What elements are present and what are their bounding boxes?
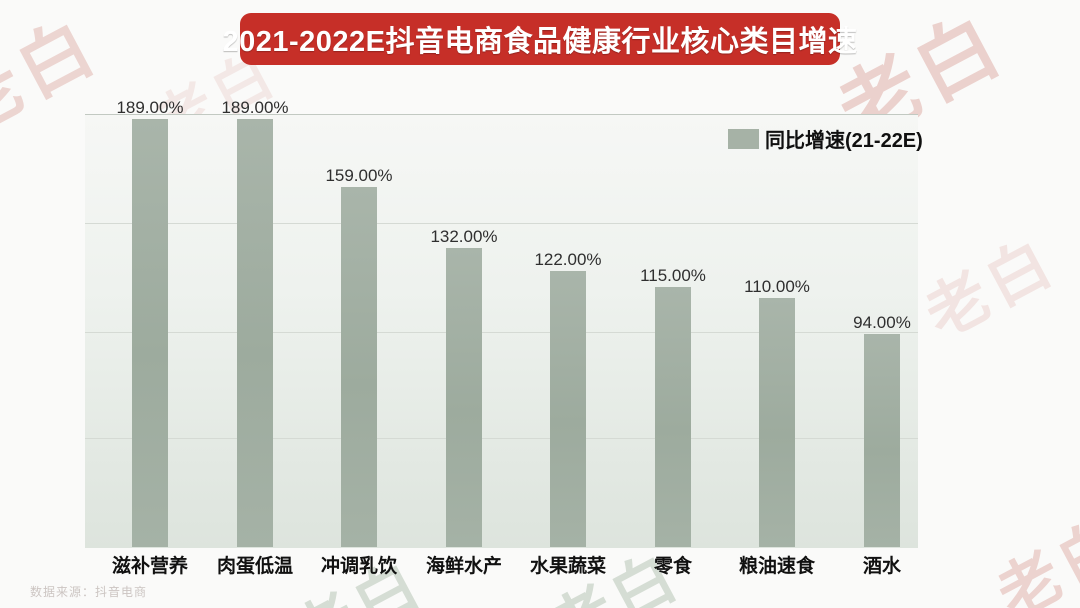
legend: 同比增速(21-22E) [728,124,923,153]
bar-冲调乳饮 [341,187,377,547]
category-label: 肉蛋低温 [216,556,293,577]
category-label: 滋补营养 [111,556,188,577]
value-label: 159.00% [325,166,393,185]
value-label: 94.00% [853,313,911,332]
chart-title-banner: 2021-2022E抖音电商食品健康行业核心类目增速 [222,13,857,65]
value-label: 132.00% [430,227,498,246]
bar-零食 [655,287,691,547]
category-label: 粮油速食 [738,556,815,577]
plot-area: 189.00% 189.00% 159.00% 132.00% 122.00% 115.0… [85,98,918,548]
value-label: 189.00% [221,98,289,117]
bar-水果蔬菜 [550,271,586,547]
bar-肉蛋低温 [237,119,273,547]
category-label: 零食 [653,556,692,577]
bar-酒水 [864,334,900,547]
category-label: 水果蔬菜 [529,556,606,577]
legend-label: 同比增速(21-22E) [765,130,923,152]
gridline [85,438,918,439]
category-label: 海鲜水产 [425,556,502,577]
watermark-text: 老白 [986,506,1080,608]
category-label: 酒水 [862,556,901,577]
value-label: 110.00% [744,277,810,296]
value-label: 122.00% [534,250,602,269]
legend-swatch [728,128,759,149]
watermark-text: 老白 [914,226,1068,352]
value-label: 189.00% [116,98,184,117]
source-note: 数据来源：抖音电商 [30,585,148,599]
gridline [85,223,918,224]
bar-滋补营养 [132,119,168,547]
category-label: 冲调乳饮 [320,556,397,577]
bar-海鲜水产 [446,248,482,547]
chart-title: 2021-2022E抖音电商食品健康行业核心类目增速 [222,26,858,58]
gridline [85,332,918,333]
bar-粮油速食 [759,298,795,547]
value-label: 115.00% [640,266,706,285]
